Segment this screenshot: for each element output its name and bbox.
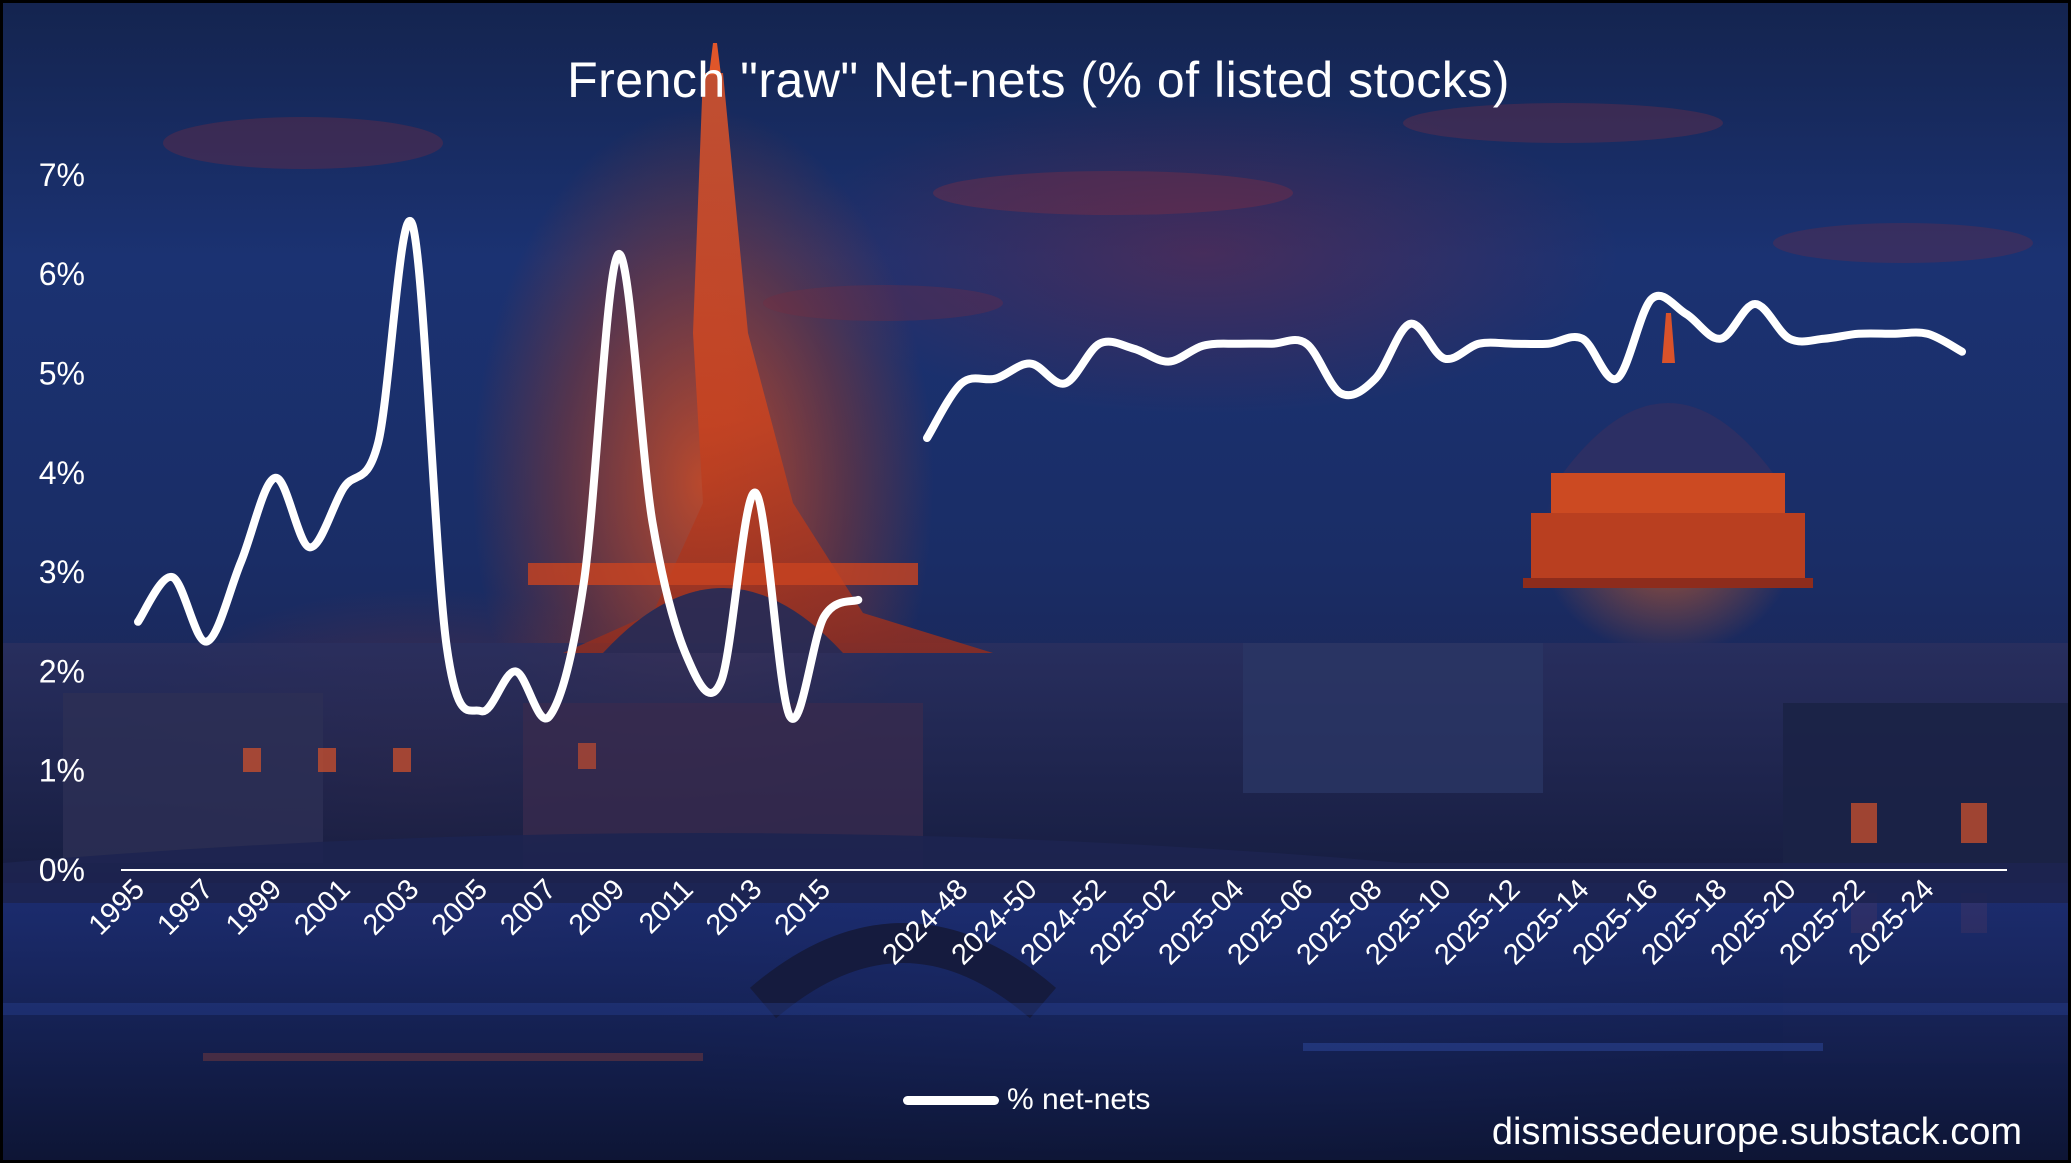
- x-tick-label: 1999: [220, 873, 288, 941]
- y-tick-label: 6%: [39, 256, 85, 292]
- series-line-segment-1: [134, 217, 863, 723]
- series-line-segment-2: [923, 291, 1966, 442]
- x-tick-label: 2013: [700, 873, 768, 941]
- x-tick-label: 2009: [563, 873, 631, 941]
- x-axis: 1995 1997 1999 2001 2003 2005 2007 2009 2011 2013…: [83, 873, 1941, 971]
- x-tick-label: 2015: [769, 873, 837, 941]
- y-tick-label: 0%: [39, 852, 85, 888]
- legend-label: % net-nets: [1007, 1083, 1151, 1116]
- x-tick-label: 1995: [83, 873, 151, 941]
- y-tick-label: 3%: [39, 554, 85, 590]
- x-tick-label: 2011: [633, 873, 700, 940]
- y-tick-label: 7%: [39, 157, 85, 193]
- legend-swatch: [903, 1095, 999, 1105]
- series-net-nets: [134, 217, 1966, 723]
- y-tick-label: 5%: [39, 356, 85, 392]
- x-tick-label: 2007: [494, 873, 562, 941]
- x-tick-label: 1997: [151, 873, 219, 941]
- y-tick-label: 1%: [39, 753, 85, 789]
- line-chart: 0%1%2%3%4%5%6%7% 1995 1997 1999 2001 2003 200…: [39, 157, 2007, 971]
- y-tick-label: 2%: [39, 653, 85, 689]
- x-tick-label: 2001: [289, 873, 357, 941]
- watermark-url: dismissedeurope.substack.com: [1491, 1111, 2022, 1153]
- x-tick-label: 2005: [426, 873, 494, 941]
- y-tick-label: 4%: [39, 455, 85, 491]
- x-tick-label: 2003: [357, 873, 425, 941]
- y-axis: 0% 1% 2% 3% 4% 5% 6% 7%: [39, 157, 85, 888]
- legend: % net-nets: [903, 1083, 1150, 1117]
- chart-title: French "raw" Net-nets (% of listed stock…: [567, 52, 1510, 108]
